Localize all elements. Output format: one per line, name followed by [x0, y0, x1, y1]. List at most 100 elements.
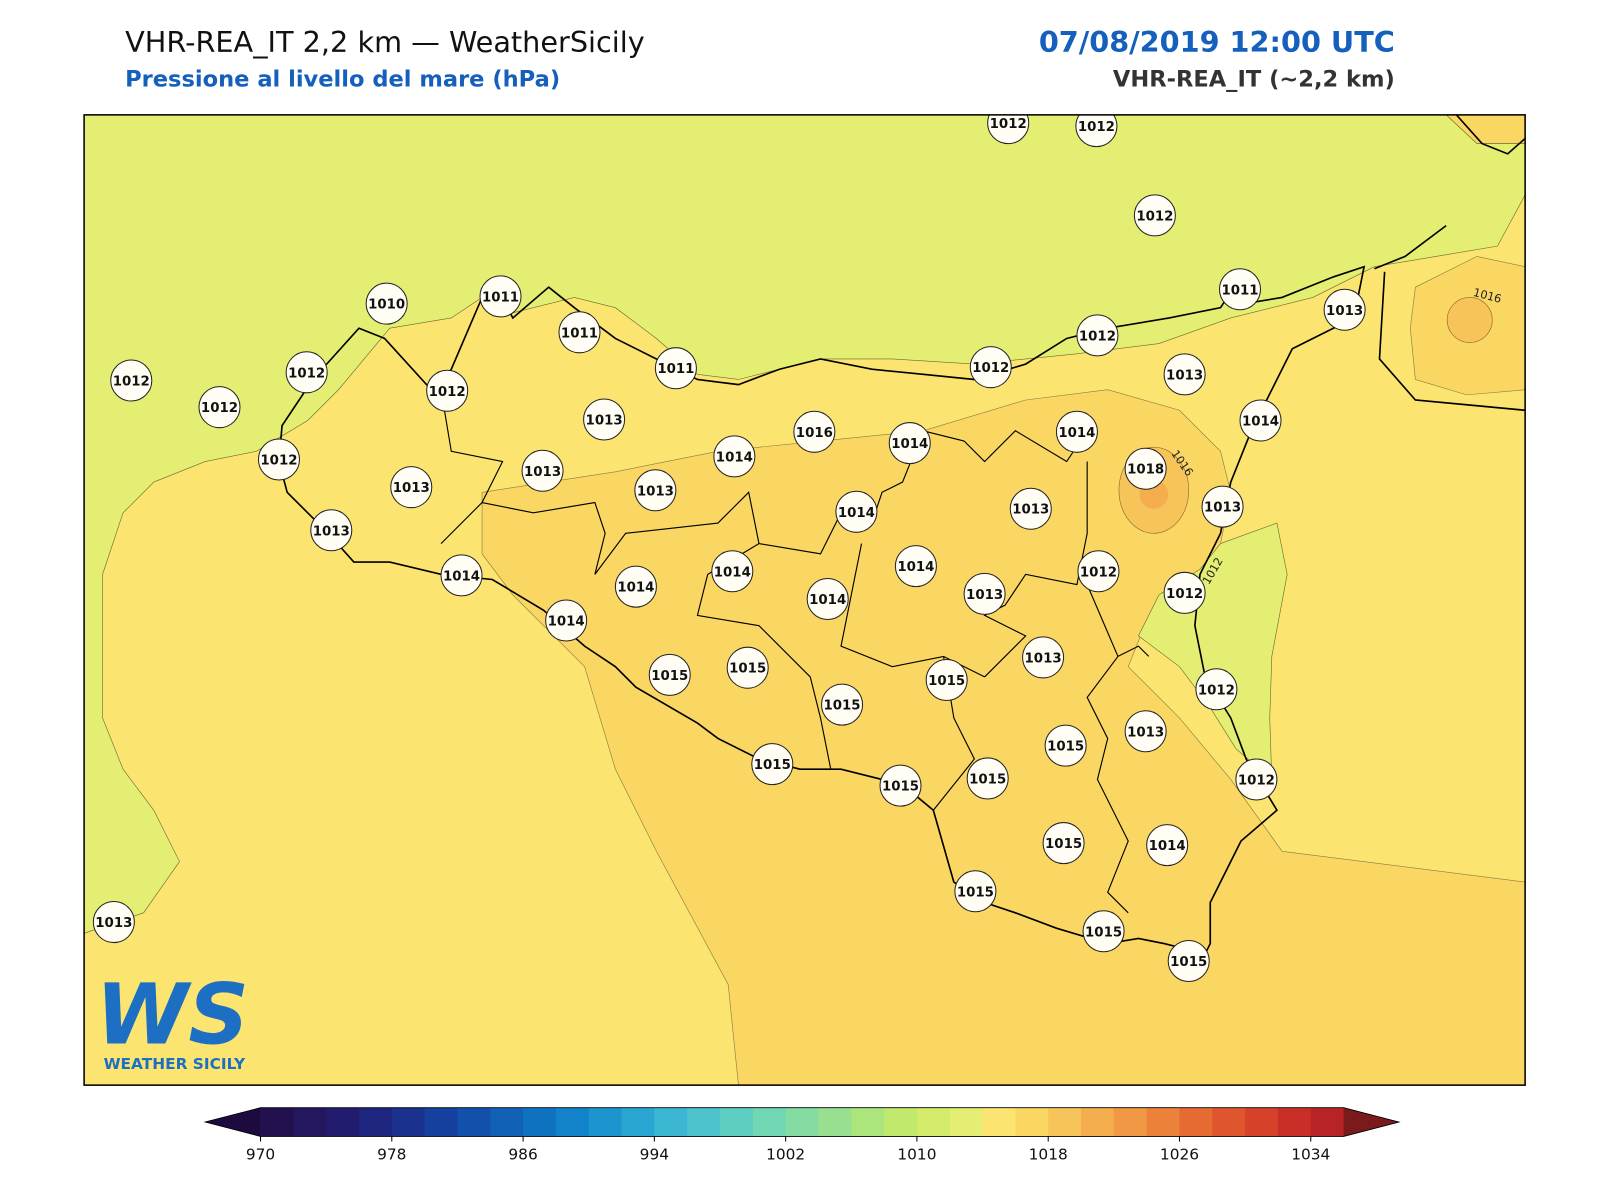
station-marker: [835, 490, 878, 533]
station-value: 1012: [990, 117, 1027, 132]
station-value: 1015: [651, 669, 688, 684]
station-marker: [1167, 940, 1210, 983]
station-value: 1014: [617, 581, 654, 596]
station-marker: [1218, 268, 1262, 311]
station: 1012: [110, 359, 153, 402]
station-value: 1018: [1127, 463, 1164, 478]
station: 1014: [711, 550, 754, 593]
station-value: 1013: [313, 524, 350, 539]
station-marker: [821, 683, 864, 726]
station: 1014: [835, 490, 878, 533]
subtitle: Pressione al livello del mare (hPa): [125, 67, 560, 93]
station-marker: [654, 347, 697, 390]
station-marker: [110, 359, 153, 402]
colorbar-segment: [358, 1107, 393, 1137]
model: VHR-REA_IT (~2,2 km): [1113, 67, 1395, 93]
colorbar-under: [205, 1107, 261, 1137]
colorbar-tick-label: 1026: [1160, 1145, 1199, 1163]
station-marker: [1195, 668, 1238, 711]
station-value: 1015: [823, 699, 860, 714]
station-value: 1013: [1166, 368, 1203, 383]
station-value: 1013: [966, 588, 1003, 603]
station: 1015: [751, 743, 794, 786]
station: 1014: [1239, 399, 1282, 442]
station: 1013: [92, 901, 135, 944]
station: 1012: [1133, 194, 1176, 237]
station-value: 1014: [443, 569, 480, 584]
colorbar-segment: [457, 1107, 491, 1137]
station-marker: [1022, 636, 1065, 679]
station: 1015: [1167, 940, 1210, 983]
colorbar-tick-label: 1018: [1029, 1145, 1068, 1163]
station: 1013: [1163, 353, 1206, 396]
station-value: 1014: [1242, 415, 1279, 430]
station-marker: [634, 469, 677, 512]
colorbar-segment: [1212, 1107, 1246, 1137]
station: 1013: [1323, 288, 1366, 331]
station-marker: [1009, 487, 1052, 530]
station-marker: [1239, 399, 1282, 442]
station-marker: [726, 646, 769, 689]
station-marker: [751, 743, 794, 786]
station-value: 1014: [1149, 839, 1186, 854]
station-marker: [545, 599, 588, 642]
station-marker: [365, 282, 408, 325]
station-marker: [987, 114, 1030, 145]
colorbar-tick-label: 994: [640, 1145, 669, 1163]
station: 1015: [648, 653, 691, 696]
station-value: 1015: [754, 758, 791, 773]
map-frame: [83, 114, 1526, 1086]
station-value: 1015: [969, 772, 1006, 787]
colorbar-segment: [1113, 1107, 1148, 1137]
colorbar-segment: [326, 1107, 360, 1137]
station: 1011: [654, 347, 697, 390]
stations: 1012 1012 1012 1011 1013 1010 1011 1011 1012 1012…: [92, 114, 1366, 983]
station-value: 1014: [809, 593, 846, 608]
station: 1015: [726, 646, 769, 689]
station: 1015: [821, 683, 864, 726]
station-value: 1012: [1078, 120, 1115, 135]
station-marker: [711, 550, 754, 593]
colorbar-segment: [523, 1107, 557, 1137]
station-marker: [558, 311, 601, 354]
colorbar-outline: [203, 1107, 1401, 1137]
station-value: 1013: [1204, 501, 1241, 516]
station: 1013: [1124, 710, 1167, 753]
station: 1015: [966, 757, 1009, 800]
station-value: 1013: [637, 484, 674, 499]
station-value: 1013: [586, 414, 623, 429]
colorbar-segment: [654, 1107, 688, 1137]
title: VHR-REA_IT 2,2 km — WeatherSicily: [125, 25, 645, 59]
colorbar-segment: [720, 1107, 754, 1137]
colorbar-segment: [391, 1107, 426, 1137]
station-marker: [806, 577, 849, 620]
station-marker: [257, 438, 300, 481]
station-marker: [1163, 571, 1206, 614]
station: 1014: [806, 577, 849, 620]
station-value: 1016: [796, 426, 833, 441]
station: 1016: [793, 410, 836, 453]
station-marker: [1082, 910, 1125, 953]
station-value: 1011: [482, 290, 519, 305]
station: 1013: [521, 449, 564, 492]
station-marker: [1044, 724, 1087, 767]
station: 1014: [614, 565, 657, 608]
station-marker: [1124, 710, 1167, 753]
station-marker: [285, 351, 328, 394]
coastline-calabria: [1374, 114, 1526, 412]
station-marker: [648, 653, 691, 696]
station: 1013: [583, 398, 626, 441]
map: 1012 1012 1012 1011 1013 1010 1011 1011 1012 1012…: [84, 114, 1526, 1086]
colorbar-tick-label: 986: [508, 1145, 537, 1163]
station-marker: [1077, 550, 1120, 593]
station-value: 1012: [201, 401, 238, 416]
station: 1013: [310, 509, 353, 552]
colorbar-segment: [949, 1107, 984, 1137]
station: 1012: [1075, 114, 1118, 148]
colorbar-segment: [851, 1107, 885, 1137]
station-value: 1015: [729, 662, 766, 677]
station: 1013: [1022, 636, 1065, 679]
station: 1015: [879, 764, 922, 807]
colorbar-segment: [818, 1107, 852, 1137]
